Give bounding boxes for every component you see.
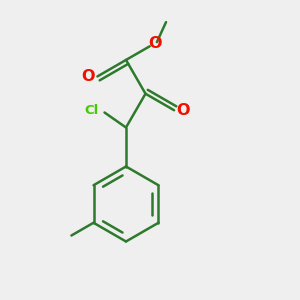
Text: O: O <box>176 103 190 118</box>
Text: O: O <box>148 36 161 51</box>
Text: O: O <box>82 69 95 84</box>
Text: Cl: Cl <box>84 104 98 118</box>
